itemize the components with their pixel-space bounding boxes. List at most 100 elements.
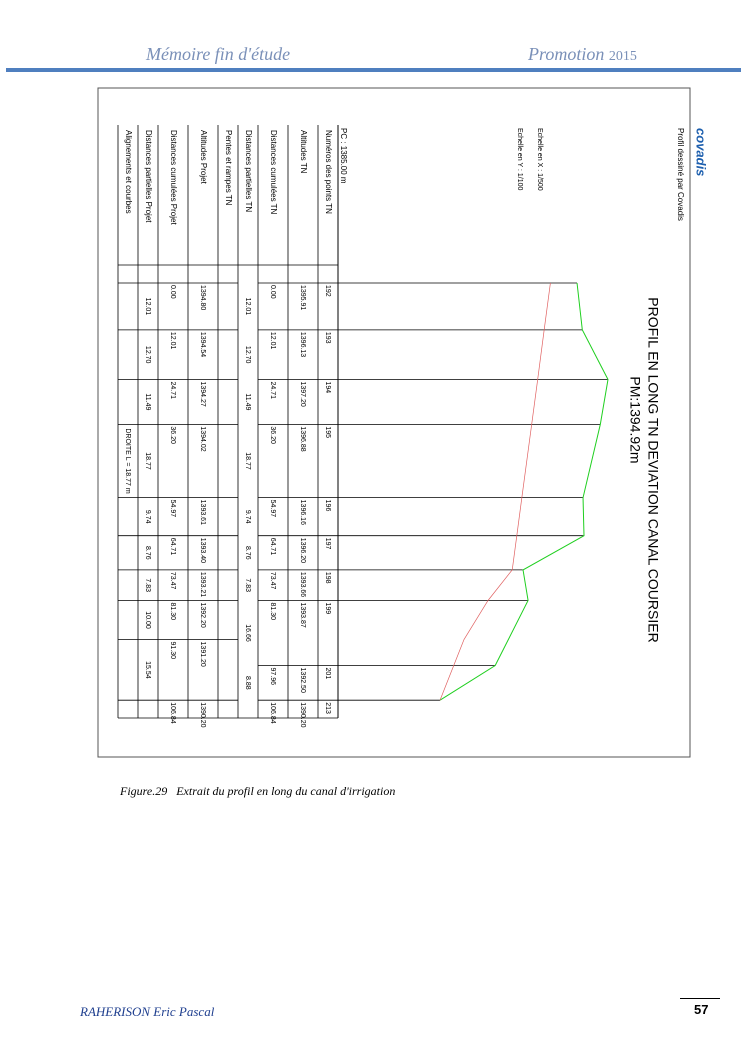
tn-partial: 8.88: [244, 676, 251, 690]
projet-partial: 7.83: [144, 578, 151, 592]
tn-distance: 0.00: [269, 285, 276, 299]
frame: [97, 87, 691, 758]
projet-distance: 54.97: [169, 500, 176, 518]
tn-partial: 8.76: [244, 546, 251, 560]
tn-partial: 18.77: [244, 452, 251, 470]
point-number: 193: [324, 332, 331, 344]
projet-altitude: 1392.20: [199, 602, 206, 627]
point-number: 194: [324, 381, 331, 393]
footer-rule: [680, 998, 720, 999]
tn-altitude: 1395.91: [299, 285, 306, 310]
tn-altitude: 1392.50: [299, 668, 306, 693]
header-year: 2015: [608, 49, 637, 64]
projet-profile: [439, 282, 551, 701]
tn-distance: 24.71: [269, 381, 276, 399]
page-number: 57: [694, 1002, 709, 1017]
point-number: 192: [324, 285, 331, 297]
caption-number: Figure.29: [120, 784, 168, 798]
point-number: 198: [324, 572, 331, 584]
tn-partial: 12.70: [244, 346, 251, 364]
row-label: Pentes et rampes TN: [224, 130, 233, 206]
projet-altitude: 1391.20: [199, 642, 206, 667]
caption-text: Extrait du profil en long du canal d'irr…: [176, 784, 396, 798]
projet-altitude: 1393.61: [199, 500, 206, 525]
projet-distance: 73.47: [169, 572, 176, 590]
header-left: Mémoire fin d'étude: [146, 44, 291, 64]
tn-altitude: 1396.88: [299, 426, 306, 451]
projet-distance: 81.30: [169, 602, 176, 620]
tn-altitude: 1396.13: [299, 332, 306, 357]
projet-distance: 0.00: [169, 285, 176, 299]
tn-altitude: 1393.87: [299, 602, 306, 627]
row-label: Distances cumulées TN: [269, 130, 278, 215]
tn-distance: 106.84: [269, 702, 276, 724]
projet-altitude: 1393.21: [199, 572, 206, 597]
tn-altitude: 1390.20: [299, 702, 306, 727]
tn-distance: 81.30: [269, 602, 276, 620]
projet-partial: 8.76: [144, 546, 151, 560]
subtitle: PM:1394.92m: [627, 376, 643, 463]
projet-partial: 9.74: [144, 510, 151, 524]
tn-distance: 73.47: [269, 572, 276, 590]
point-number: 201: [324, 668, 331, 680]
tn-distance: 36.20: [269, 426, 276, 444]
row-label: Numéros des points TN: [324, 130, 333, 214]
projet-distance: 91.30: [169, 642, 176, 660]
projet-altitude: 1394.27: [199, 381, 206, 406]
projet-distance: 36.20: [169, 426, 176, 444]
point-number: 196: [324, 500, 331, 512]
datum: PC : 1385.00 m: [339, 128, 348, 184]
projet-altitude: 1393.40: [199, 538, 206, 563]
projet-distance: 106.84: [169, 702, 176, 724]
projet-distance: 24.71: [169, 381, 176, 399]
header-word: Promotion: [528, 44, 605, 64]
tn-distance: 97.96: [269, 668, 276, 686]
scale-y: Echelle en Y : 1/100: [516, 128, 523, 191]
projet-altitude: 1390.20: [199, 702, 206, 727]
header-rule: [6, 68, 741, 72]
tn-altitude: 1397.20: [299, 381, 306, 406]
row-label: Altitudes Projet: [199, 130, 208, 185]
footer-author: RAHERISON Eric Pascal: [80, 1004, 215, 1019]
projet-altitude: 1394.02: [199, 426, 206, 451]
tn-partial: 16.66: [244, 624, 251, 642]
projet-altitude: 1394.80: [199, 285, 206, 310]
alignment: DROITE L = 18.77 m: [124, 428, 131, 493]
header-right: Promotion 2015: [528, 44, 637, 65]
row-label: Distances cumulées Projet: [169, 130, 178, 225]
point-number: 195: [324, 426, 331, 438]
projet-partial: 10.00: [144, 611, 151, 629]
row-label: Distances partielles Projet: [144, 130, 153, 223]
projet-altitude: 1394.54: [199, 332, 206, 357]
tn-altitude: 1396.20: [299, 538, 306, 563]
tn-partial: 11.49: [244, 393, 251, 410]
tn-altitude: 1393.66: [299, 572, 306, 597]
tn-altitude: 1396.16: [299, 500, 306, 525]
projet-partial: 18.77: [144, 452, 151, 470]
logo: covadis: [694, 128, 709, 176]
tn-profile: [439, 282, 609, 701]
tn-distance: 54.97: [269, 500, 276, 518]
projet-distance: 64.71: [169, 538, 176, 556]
tn-partial: 7.83: [244, 578, 251, 592]
row-label: Alignements et courbes: [124, 130, 133, 214]
point-number: 199: [324, 602, 331, 614]
projet-partial: 11.49: [144, 393, 151, 410]
point-number: 213: [324, 702, 331, 714]
row-label: Distances partielles TN: [244, 130, 253, 212]
credit: Profil dessiné par Covadis: [676, 128, 685, 221]
projet-partial: 12.70: [144, 346, 151, 364]
projet-partial: 15.54: [144, 661, 151, 679]
tn-distance: 12.01: [269, 332, 276, 350]
projet-partial: 12.01: [144, 298, 151, 316]
title: PROFIL EN LONG TN DEVIATION CANAL COURSI…: [645, 297, 661, 642]
tn-partial: 9.74: [244, 510, 251, 524]
caption: Figure.29 Extrait du profil en long du c…: [120, 784, 395, 799]
scale-x: Echelle en X : 1/500: [536, 128, 543, 191]
tn-distance: 64.71: [269, 538, 276, 556]
row-label: Altitudes TN: [299, 130, 308, 174]
projet-distance: 12.01: [169, 332, 176, 350]
point-number: 197: [324, 538, 331, 550]
